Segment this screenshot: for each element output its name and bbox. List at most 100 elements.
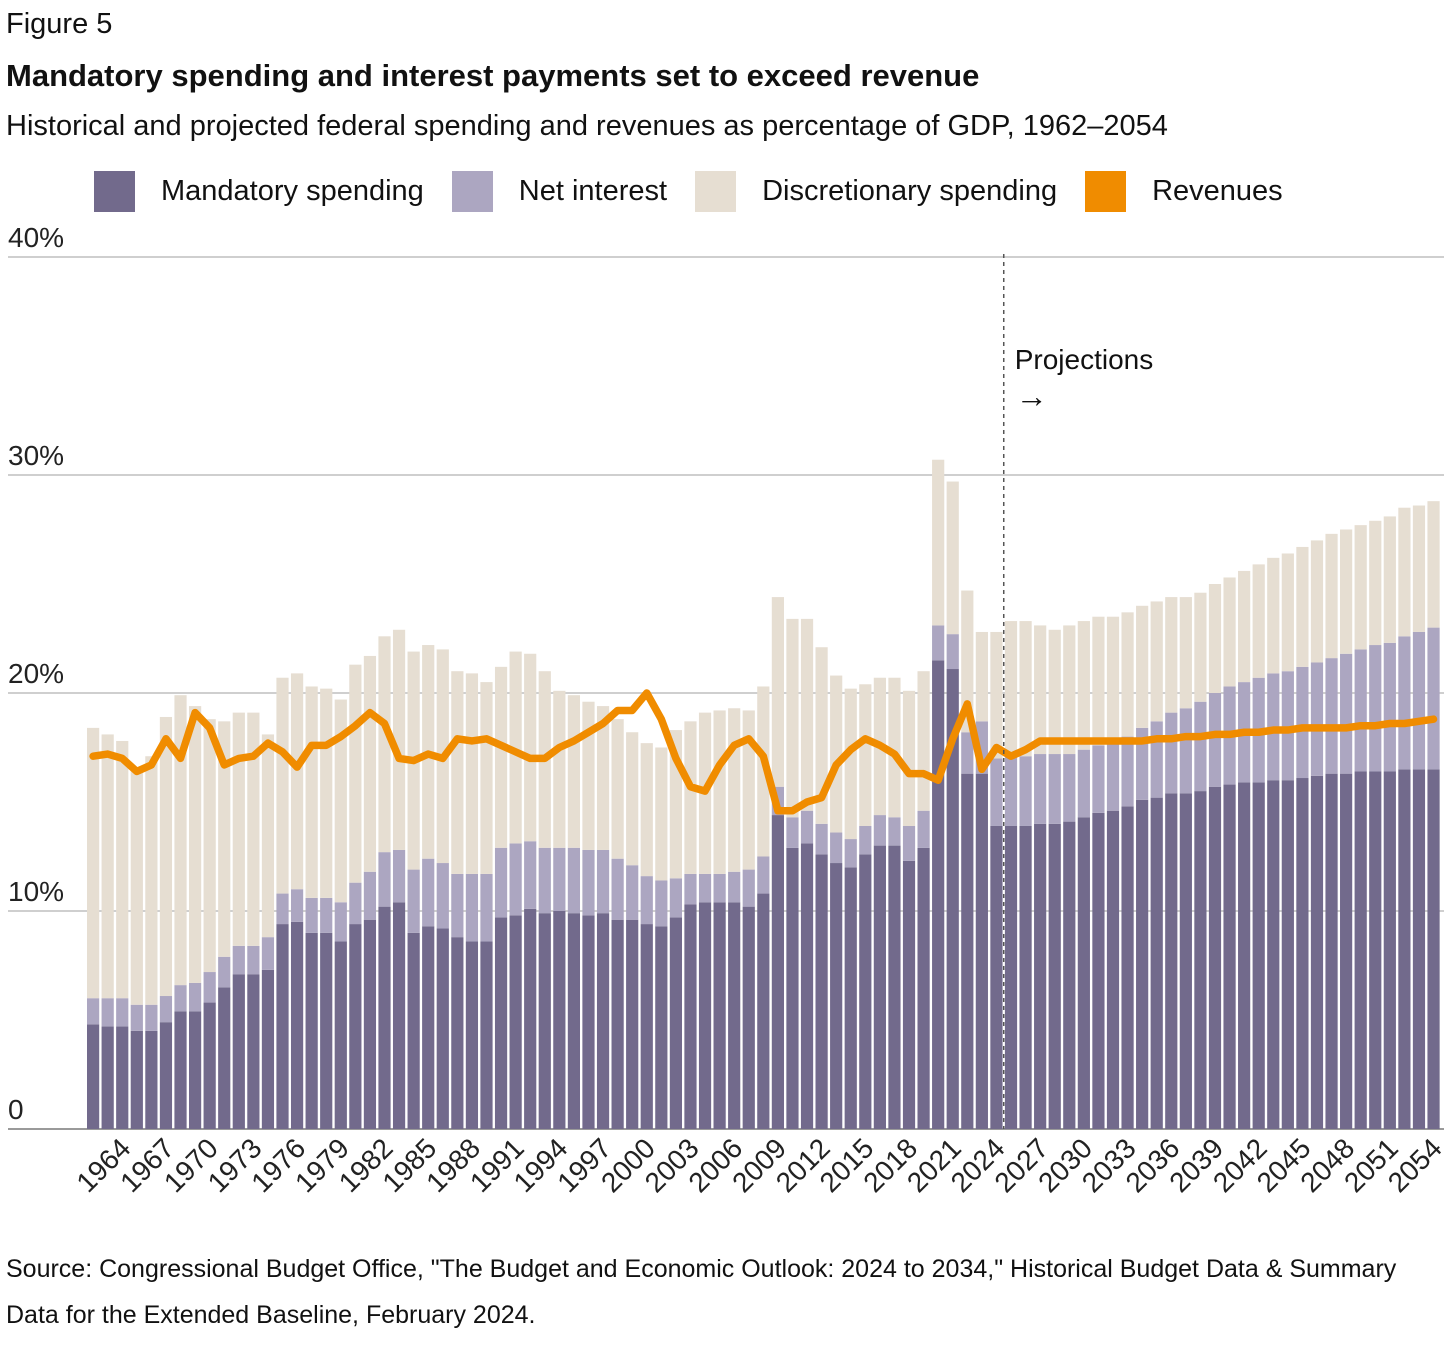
bar-discretionary: [101, 734, 114, 999]
bar-mandatory: [320, 932, 333, 1129]
bar-net-interest: [815, 823, 828, 855]
bar-net-interest: [87, 998, 100, 1025]
bar-net-interest: [174, 985, 187, 1012]
bar-mandatory: [1223, 784, 1236, 1129]
bar-discretionary: [1165, 597, 1178, 713]
bar-mandatory: [1238, 782, 1251, 1129]
bar-mandatory: [1310, 775, 1324, 1129]
bar-discretionary: [1238, 570, 1251, 683]
bar-mandatory: [1281, 780, 1294, 1129]
bar-mandatory: [1296, 778, 1309, 1129]
bar-mandatory: [596, 913, 610, 1129]
bar-net-interest: [902, 825, 916, 861]
bar-mandatory: [407, 932, 420, 1129]
bar-mandatory: [990, 825, 1003, 1129]
bar-mandatory: [480, 941, 493, 1129]
bar-discretionary: [174, 695, 187, 986]
bar-mandatory: [451, 937, 464, 1129]
y-tick-label: 40%: [8, 222, 64, 253]
bar-net-interest: [844, 839, 857, 868]
bar-discretionary: [290, 673, 304, 890]
bar-discretionary: [1369, 520, 1382, 646]
bar-mandatory: [1398, 769, 1411, 1129]
bar-mandatory: [1340, 773, 1353, 1129]
bar-net-interest: [742, 869, 755, 907]
bar-discretionary: [975, 631, 988, 722]
bar-net-interest: [203, 972, 216, 1003]
bar-net-interest: [1310, 662, 1324, 776]
bar-discretionary: [1048, 629, 1061, 755]
bar-net-interest: [130, 1004, 143, 1031]
bar-net-interest: [684, 873, 697, 905]
bar-net-interest: [1106, 743, 1120, 811]
bar-discretionary: [232, 712, 245, 946]
legend-item-net-interest: Net interest: [451, 170, 668, 212]
bar-discretionary: [1106, 616, 1120, 744]
bar-discretionary: [87, 727, 100, 999]
bar-discretionary: [713, 710, 726, 874]
figure-label: Figure 5: [6, 8, 113, 40]
legend-label-net-interest: Net interest: [518, 174, 668, 207]
y-axis-ticks: 0 10% 20% 30% 40%: [8, 222, 64, 1125]
chart-subtitle: Historical and projected federal spendin…: [6, 110, 1168, 142]
bar-discretionary: [800, 618, 814, 811]
bar-discretionary: [1077, 621, 1090, 750]
bar-mandatory: [494, 917, 508, 1129]
bar-discretionary: [218, 721, 231, 957]
bar-net-interest: [1296, 666, 1309, 779]
bar-mandatory: [611, 919, 624, 1129]
bar-net-interest: [1121, 736, 1134, 807]
bar-net-interest: [611, 858, 624, 920]
bar-mandatory: [1252, 782, 1265, 1129]
bar-net-interest: [188, 982, 202, 1012]
bar-discretionary: [349, 664, 362, 883]
legend-swatch-mandatory: [94, 170, 135, 212]
bar-net-interest: [1019, 756, 1032, 826]
bar-mandatory: [392, 902, 406, 1129]
bar-mandatory: [436, 928, 449, 1129]
bar-mandatory: [538, 913, 551, 1129]
bar-net-interest: [465, 873, 479, 942]
bar-discretionary: [392, 629, 406, 850]
bar-net-interest: [669, 878, 682, 918]
bar-discretionary: [961, 590, 974, 733]
bar-discretionary: [567, 695, 581, 848]
bar-discretionary: [1092, 616, 1105, 746]
legend-item-discretionary: Discretionary spending: [695, 170, 1057, 212]
bar-mandatory: [174, 1011, 187, 1129]
bar-discretionary: [378, 636, 391, 853]
bar-net-interest: [1194, 701, 1207, 792]
bar-mandatory: [961, 773, 974, 1129]
bar-mandatory: [1034, 823, 1047, 1129]
bar-discretionary: [1223, 577, 1236, 687]
bar-net-interest: [626, 865, 639, 920]
bar-discretionary: [611, 719, 624, 859]
bar-net-interest: [655, 880, 668, 927]
bar-discretionary: [145, 756, 158, 1005]
bar-discretionary: [902, 690, 916, 826]
bar-net-interest: [1325, 658, 1338, 774]
bar-discretionary: [1252, 564, 1265, 678]
bar-mandatory: [159, 1022, 173, 1129]
bar-discretionary: [728, 708, 741, 872]
bar-net-interest: [290, 889, 304, 922]
bar-mandatory: [1077, 817, 1090, 1129]
bar-mandatory: [728, 902, 741, 1129]
bar-discretionary: [990, 631, 1003, 759]
bar-mandatory: [917, 847, 930, 1129]
legend-swatch-revenues: [1085, 170, 1127, 212]
bar-mandatory: [844, 867, 857, 1129]
bar-mandatory: [188, 1011, 202, 1129]
bar-net-interest: [378, 852, 391, 907]
bar-discretionary: [1267, 557, 1280, 674]
bar-net-interest: [800, 810, 814, 844]
bar-net-interest: [1150, 721, 1163, 798]
bar-discretionary: [159, 716, 173, 997]
bar-discretionary: [684, 721, 697, 874]
bar-discretionary: [509, 651, 522, 844]
bar-mandatory: [1106, 810, 1120, 1129]
bar-mandatory: [1354, 771, 1367, 1129]
bar-net-interest: [276, 893, 289, 925]
bar-mandatory: [815, 854, 828, 1129]
bar-mandatory: [465, 941, 479, 1129]
